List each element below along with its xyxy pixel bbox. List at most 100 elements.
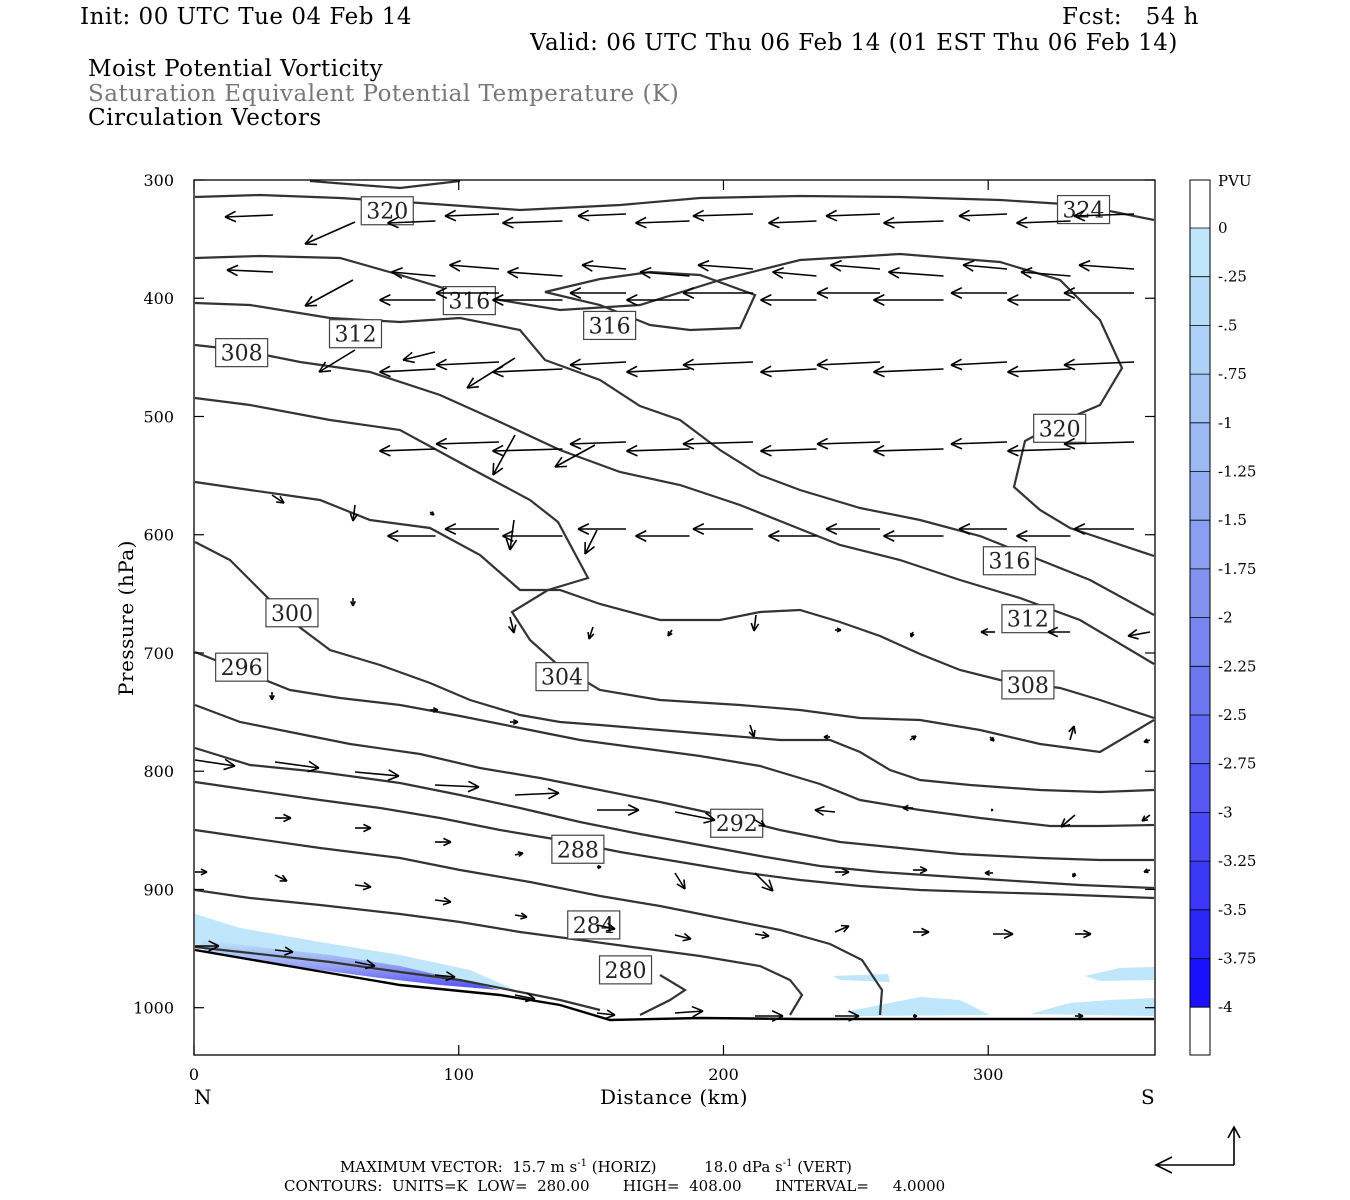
- contour-288: [194, 746, 1155, 890]
- colorbar-label-11: -2.75: [1218, 755, 1256, 773]
- vector-132: [354, 881, 372, 891]
- contour-label-box-11: [535, 662, 589, 692]
- contour-label-box-4: [328, 319, 383, 349]
- colorbar-label-9: -2.25: [1218, 657, 1256, 675]
- vector-39: [569, 358, 627, 371]
- vector-0: [387, 216, 436, 229]
- vector-13: [449, 259, 500, 272]
- vector-61: [444, 523, 499, 535]
- colorbar-swatch-3: [1190, 325, 1210, 375]
- pv-region-surface-3: [1030, 998, 1154, 1016]
- vector-105: [194, 758, 236, 771]
- pv-region-surface-4: [1085, 967, 1154, 981]
- plot-frame: [193, 179, 1156, 1056]
- vector-90: [750, 614, 760, 632]
- colorbar-swatch-11: [1190, 715, 1210, 764]
- vector-49: [435, 437, 500, 450]
- vector-77: [554, 444, 596, 468]
- vector-58: [1007, 444, 1071, 457]
- vector-125: [835, 867, 850, 877]
- vector-82: [505, 519, 518, 551]
- x-tick-label-3: 300: [973, 1065, 1004, 1084]
- colorbar-label-14: -3.5: [1218, 901, 1247, 919]
- vector-126: [913, 865, 928, 875]
- vector-29: [682, 287, 753, 299]
- vector-142: [195, 940, 220, 952]
- vector-100: [823, 734, 830, 740]
- vector-4: [635, 216, 690, 229]
- colorbar-label-13: -3.25: [1218, 852, 1256, 870]
- vector-3: [577, 209, 627, 222]
- contour-312: [194, 343, 1155, 665]
- vector-35: [1063, 287, 1134, 299]
- colorbar-label-0: 0: [1218, 219, 1228, 237]
- colorbar-swatch-9: [1190, 617, 1210, 667]
- contour-label-7: 316: [988, 550, 1030, 575]
- vector-78: [402, 351, 436, 364]
- colorbar-label-2: -.5: [1218, 316, 1237, 334]
- vector-20: [888, 266, 944, 279]
- contour-label-10: 296: [221, 656, 263, 681]
- contour-320: [194, 252, 1155, 558]
- vector-1: [444, 209, 500, 222]
- vector-54: [760, 444, 817, 457]
- max-vector-note: MAXIMUM VECTOR: 15.7 m s-1 (HORIZ) 18.0 …: [340, 1158, 852, 1176]
- vector-57: [950, 437, 1008, 450]
- contour-label-12: 308: [1007, 674, 1049, 699]
- vector-148: [674, 1005, 704, 1018]
- vector-93: [980, 627, 995, 637]
- vector-60: [387, 530, 436, 542]
- vector-21: [962, 260, 1008, 272]
- colorbar-label-3: -.75: [1218, 365, 1247, 383]
- contour-284-lower: [194, 888, 804, 1016]
- contour-info: CONTOURS: UNITS=K LOW= 280.00 HIGH= 408.…: [284, 1177, 946, 1195]
- forecast-hour: Fcst: 54 h: [1062, 4, 1199, 30]
- vector-122: [597, 864, 602, 870]
- contour-label-3: 316: [589, 314, 631, 339]
- contour-label-box-5: [215, 338, 269, 368]
- y-tick-label-7: 1000: [133, 999, 174, 1018]
- vector-128: [1072, 872, 1077, 878]
- contour-label-8: 312: [1007, 608, 1049, 633]
- vector-38: [492, 365, 563, 378]
- contour-label-box-3: [583, 310, 637, 341]
- vector-111: [674, 811, 716, 824]
- vector-40: [626, 365, 690, 378]
- vector-117: [1141, 814, 1151, 822]
- valid-time: Valid: 06 UTC Thu 06 Feb 14 (01 EST Thu …: [530, 30, 1178, 56]
- vector-48: [379, 444, 436, 457]
- vector-121: [514, 851, 524, 858]
- vector-119: [355, 823, 372, 833]
- vector-5: [692, 209, 754, 222]
- vector-114: [902, 804, 913, 812]
- vector-152: [1075, 1013, 1084, 1019]
- vector-104: [1143, 738, 1151, 744]
- vector-68: [883, 530, 944, 542]
- vector-98: [510, 719, 519, 725]
- vector-18: [772, 267, 817, 279]
- vector-70: [1016, 530, 1071, 542]
- colorbar-swatch-6: [1190, 471, 1210, 521]
- vector-106: [274, 760, 320, 773]
- vector-135: [596, 922, 616, 932]
- vector-118: [275, 813, 292, 823]
- vector-133: [434, 896, 452, 906]
- vector-6: [768, 216, 817, 229]
- contour-label-16: 280: [605, 959, 647, 984]
- vector-43: [816, 358, 881, 371]
- endpoint-left: N: [194, 1085, 212, 1109]
- x-tick-label-0: 0: [189, 1065, 199, 1084]
- x-axis-title: Distance (km): [600, 1085, 748, 1109]
- colorbar-swatch-7: [1190, 520, 1210, 569]
- vector-25: [435, 287, 499, 299]
- vector-46: [1007, 365, 1071, 378]
- y-tick-label-6: 900: [143, 880, 174, 899]
- contour-label-0: 320: [366, 200, 408, 225]
- vector-52: [626, 444, 690, 457]
- vector-130: [195, 868, 208, 876]
- vector-15: [581, 260, 627, 272]
- vector-32: [873, 294, 944, 306]
- contour-label-box-6: [1033, 413, 1087, 443]
